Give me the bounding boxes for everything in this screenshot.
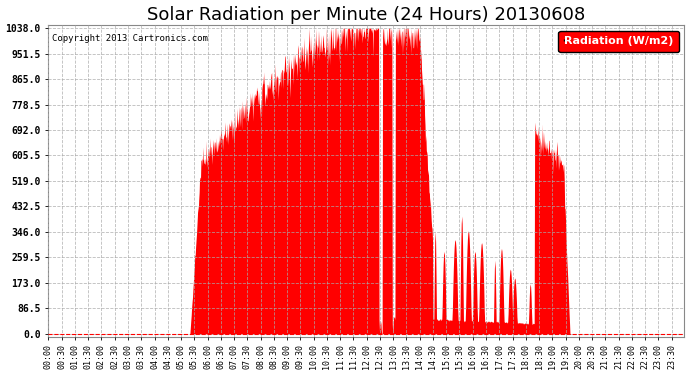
Text: Copyright 2013 Cartronics.com: Copyright 2013 Cartronics.com	[52, 34, 208, 44]
Title: Solar Radiation per Minute (24 Hours) 20130608: Solar Radiation per Minute (24 Hours) 20…	[148, 6, 586, 24]
Legend: Radiation (W/m2): Radiation (W/m2)	[558, 31, 679, 52]
